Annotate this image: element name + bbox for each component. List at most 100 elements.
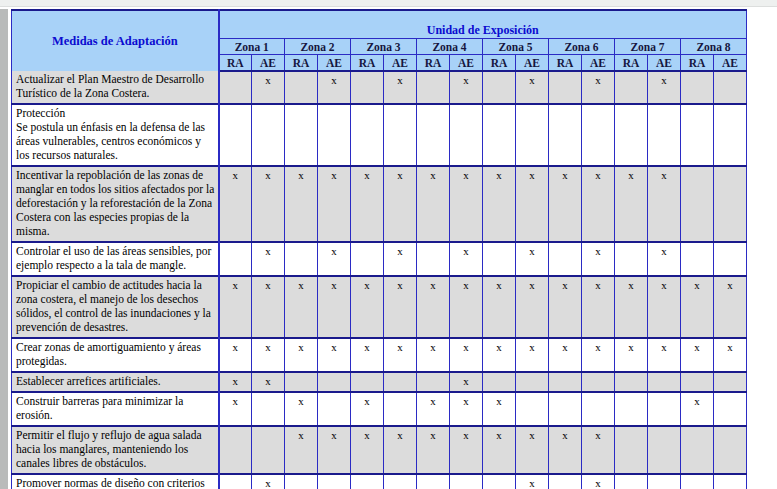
measure-label: Propiciar el cambio de actitudes hacia l… xyxy=(12,276,219,338)
zone-header-2: Zona 2 xyxy=(285,39,351,55)
subcolumn-header-ae-zone-8: AE xyxy=(714,55,747,72)
mark-cell-checked: x xyxy=(252,338,285,372)
mark-cell-empty xyxy=(549,104,582,166)
mark-cell-checked: x xyxy=(285,338,318,372)
mark-cell-checked: x xyxy=(318,276,351,338)
mark-cell-empty xyxy=(417,372,450,392)
mark-cell-checked: x xyxy=(450,426,483,474)
mark-cell-checked: x xyxy=(582,474,615,489)
mark-cell-empty xyxy=(351,104,384,166)
mark-cell-checked: x xyxy=(582,166,615,242)
mark-cell-checked: x xyxy=(417,166,450,242)
mark-cell-empty xyxy=(681,71,714,104)
measure-row: Controlar el uso de las áreas sensibles,… xyxy=(12,242,747,276)
mark-cell-empty xyxy=(714,104,747,166)
mark-cell-empty xyxy=(219,474,252,489)
mark-cell-empty xyxy=(483,242,516,276)
zone-header-6: Zona 6 xyxy=(549,39,615,55)
measure-row: Propiciar el cambio de actitudes hacia l… xyxy=(12,276,747,338)
mark-cell-empty xyxy=(384,474,417,489)
subcolumn-header-ra-zone-8: RA xyxy=(681,55,714,72)
mark-cell-empty xyxy=(252,426,285,474)
header-row-unit: Medidas de Adaptación Unidad de Exposici… xyxy=(12,10,747,39)
measure-row: Incentivar la repoblación de las zonas d… xyxy=(12,166,747,242)
measure-label: Establecer arrefices artificiales. xyxy=(12,372,219,392)
zone-header-4: Zona 4 xyxy=(417,39,483,55)
table-header: Medidas de Adaptación Unidad de Exposici… xyxy=(12,10,747,71)
mark-cell-checked: x xyxy=(285,392,318,426)
mark-cell-empty xyxy=(516,392,549,426)
mark-cell-empty xyxy=(384,104,417,166)
mark-cell-checked: x xyxy=(516,166,549,242)
measure-row: Permitir el flujo y reflujo de agua sala… xyxy=(12,426,747,474)
mark-cell-empty xyxy=(615,242,648,276)
mark-cell-checked: x xyxy=(450,166,483,242)
mark-cell-checked: x xyxy=(483,166,516,242)
mark-cell-checked: x xyxy=(582,276,615,338)
mark-cell-empty xyxy=(219,426,252,474)
subcolumn-header-ae-zone-2: AE xyxy=(318,55,351,72)
subcolumn-header-ra-zone-2: RA xyxy=(285,55,318,72)
mark-cell-empty xyxy=(351,242,384,276)
mark-cell-empty xyxy=(318,372,351,392)
mark-cell-empty xyxy=(681,474,714,489)
mark-cell-checked: x xyxy=(252,372,285,392)
mark-cell-checked: x xyxy=(549,166,582,242)
mark-cell-empty xyxy=(582,392,615,426)
mark-cell-empty xyxy=(450,104,483,166)
unit-of-exposure-title: Unidad de Exposición xyxy=(219,10,747,39)
mark-cell-checked: x xyxy=(384,426,417,474)
mark-cell-empty xyxy=(384,372,417,392)
measure-row: Actualizar el Plan Maestro de Desarrollo… xyxy=(12,71,747,104)
mark-cell-empty xyxy=(450,474,483,489)
zone-header-8: Zona 8 xyxy=(681,39,747,55)
mark-cell-checked: x xyxy=(516,426,549,474)
mark-cell-checked: x xyxy=(417,276,450,338)
mark-cell-empty xyxy=(351,474,384,489)
mark-cell-checked: x xyxy=(648,242,681,276)
subcolumn-header-ra-zone-6: RA xyxy=(549,55,582,72)
mark-cell-checked: x xyxy=(516,71,549,104)
mark-cell-empty xyxy=(549,392,582,426)
mark-cell-checked: x xyxy=(252,166,285,242)
mark-cell-empty xyxy=(714,372,747,392)
mark-cell-empty xyxy=(681,104,714,166)
subcolumn-header-ae-zone-5: AE xyxy=(516,55,549,72)
mark-cell-checked: x xyxy=(384,71,417,104)
mark-cell-checked: x xyxy=(219,166,252,242)
table-body: Actualizar el Plan Maestro de Desarrollo… xyxy=(12,71,747,489)
mark-cell-checked: x xyxy=(219,392,252,426)
mark-cell-empty xyxy=(483,372,516,392)
mark-cell-checked: x xyxy=(714,276,747,338)
mark-cell-empty xyxy=(714,426,747,474)
mark-cell-checked: x xyxy=(384,338,417,372)
measure-row: Promover normas de diseño con criterios … xyxy=(12,474,747,489)
mark-cell-checked: x xyxy=(648,276,681,338)
mark-cell-empty xyxy=(648,372,681,392)
mark-cell-empty xyxy=(417,104,450,166)
document-page: Medidas de Adaptación Unidad de Exposici… xyxy=(0,0,777,489)
mark-cell-empty xyxy=(318,104,351,166)
mark-cell-checked: x xyxy=(648,71,681,104)
mark-cell-empty xyxy=(219,71,252,104)
subcolumn-header-ra-zone-4: RA xyxy=(417,55,450,72)
mark-cell-checked: x xyxy=(516,276,549,338)
subcolumn-header-ae-zone-1: AE xyxy=(252,55,285,72)
mark-cell-empty xyxy=(285,71,318,104)
mark-cell-empty xyxy=(615,104,648,166)
mark-cell-checked: x xyxy=(351,166,384,242)
mark-cell-empty xyxy=(285,104,318,166)
measure-label: Incentivar la repoblación de las zonas d… xyxy=(12,166,219,242)
zone-header-7: Zona 7 xyxy=(615,39,681,55)
mark-cell-checked: x xyxy=(582,338,615,372)
mark-cell-checked: x xyxy=(714,338,747,372)
mark-cell-empty xyxy=(714,474,747,489)
mark-cell-checked: x xyxy=(285,276,318,338)
mark-cell-empty xyxy=(516,372,549,392)
mark-cell-checked: x xyxy=(318,242,351,276)
mark-cell-checked: x xyxy=(384,276,417,338)
mark-cell-checked: x xyxy=(483,426,516,474)
mark-cell-checked: x xyxy=(384,242,417,276)
subcolumn-header-ra-zone-7: RA xyxy=(615,55,648,72)
mark-cell-checked: x xyxy=(318,166,351,242)
